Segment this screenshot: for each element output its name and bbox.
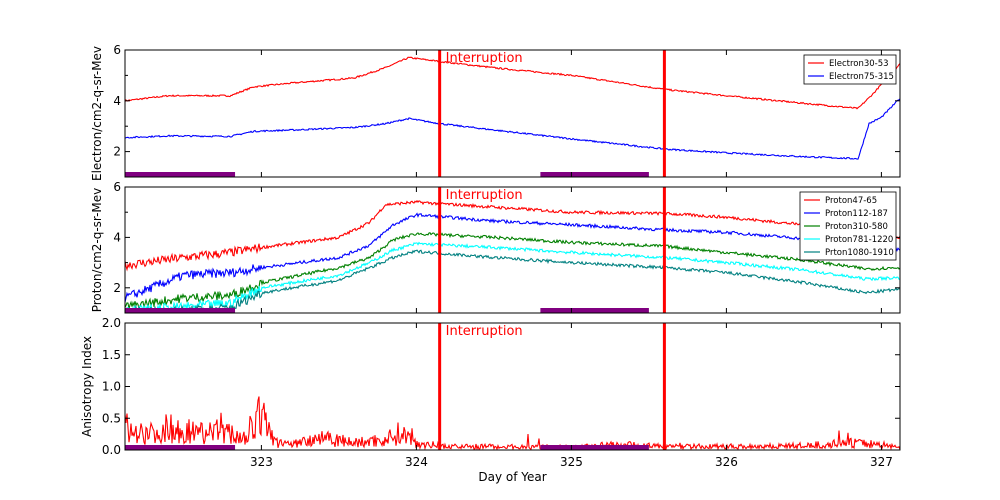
axes-frame [124, 49, 901, 178]
series-line-Electron75-315 [125, 98, 900, 160]
x-tick-label: 327 [870, 455, 893, 469]
y-tick-label: 2 [113, 281, 121, 295]
y-tick-label: 2 [113, 145, 121, 159]
data-gap-bar [540, 308, 649, 313]
data-gap-bar [125, 172, 236, 177]
series-line-Proton112-187 [125, 212, 900, 303]
data-gap-bar [540, 445, 649, 450]
panel-anisotropy: Interruption 0.0 0.5 1.0 1.5 2.0 323 324 325 326 3… [80, 316, 901, 484]
x-tick-label: 326 [715, 455, 738, 469]
axes-frame [124, 186, 901, 314]
y-tick-label: 1.0 [102, 380, 121, 394]
interruption-label: Interruption [446, 188, 523, 203]
series-line-Electron30-53 [125, 56, 900, 110]
legend-entry: Proton781-1220 [825, 235, 893, 245]
legend-entry: Proton47-65 [825, 196, 877, 206]
y-axis-label: Electron/cm2-q-sr-Mev [90, 46, 104, 181]
data-gap-bar [540, 172, 649, 177]
y-axis-label: Anisotropy Index [80, 336, 94, 437]
series-line-Proton310-580 [125, 232, 900, 311]
legend-entry: Prton1080-1910 [825, 248, 894, 258]
panel-electron: Interruption 2 4 6 Electron/cm2-q-sr-Mev Elec… [90, 43, 901, 181]
series-line-Proton47-65 [125, 199, 900, 272]
legend-entry: Proton112-187 [825, 209, 888, 219]
interruption-label: Interruption [446, 51, 523, 66]
plot-area [125, 56, 900, 177]
data-gap-bar [125, 308, 236, 313]
series-line-Anisotropy [125, 396, 900, 450]
legend-entry: Electron30-53 [829, 59, 889, 69]
x-tick-label: 323 [250, 455, 273, 469]
y-tick-label: 6 [113, 43, 121, 57]
legend: Proton47-65 Proton112-187 Proton310-580 Pro… [799, 191, 897, 261]
y-tick-label: 6 [113, 180, 121, 194]
series-line-Prton1080-1910 [125, 249, 900, 313]
series-line-Proton781-1220 [125, 241, 900, 313]
legend-entry: Proton310-580 [825, 222, 888, 232]
panels: Interruption 2 4 6 Electron/cm2-q-sr-Mev Elec… [80, 43, 901, 484]
y-axis-label: Proton/cm2-q-sr-Mev [90, 188, 104, 313]
y-tick-label: 2.0 [102, 316, 121, 330]
data-gap-bar [125, 445, 236, 450]
y-tick-label: 4 [113, 94, 121, 108]
legend-box [803, 54, 897, 85]
x-tick-label: 325 [560, 455, 583, 469]
y-tick-label: 4 [113, 230, 121, 244]
x-tick-label: 324 [405, 455, 428, 469]
plot-area [125, 396, 900, 450]
plot-area [125, 199, 900, 313]
panel-proton: Interruption 2 4 6 Proton/cm2-q-sr-Mev Proton… [90, 180, 901, 314]
y-tick-label: 1.5 [102, 348, 121, 362]
x-axis-label: Day of Year [478, 470, 546, 484]
interruption-label: Interruption [446, 324, 523, 339]
y-tick-label: 0.5 [102, 411, 121, 425]
legend: Electron30-53 Electron75-315 [803, 54, 897, 85]
y-tick-label: 0.0 [102, 443, 121, 457]
legend-entry: Electron75-315 [829, 72, 894, 82]
